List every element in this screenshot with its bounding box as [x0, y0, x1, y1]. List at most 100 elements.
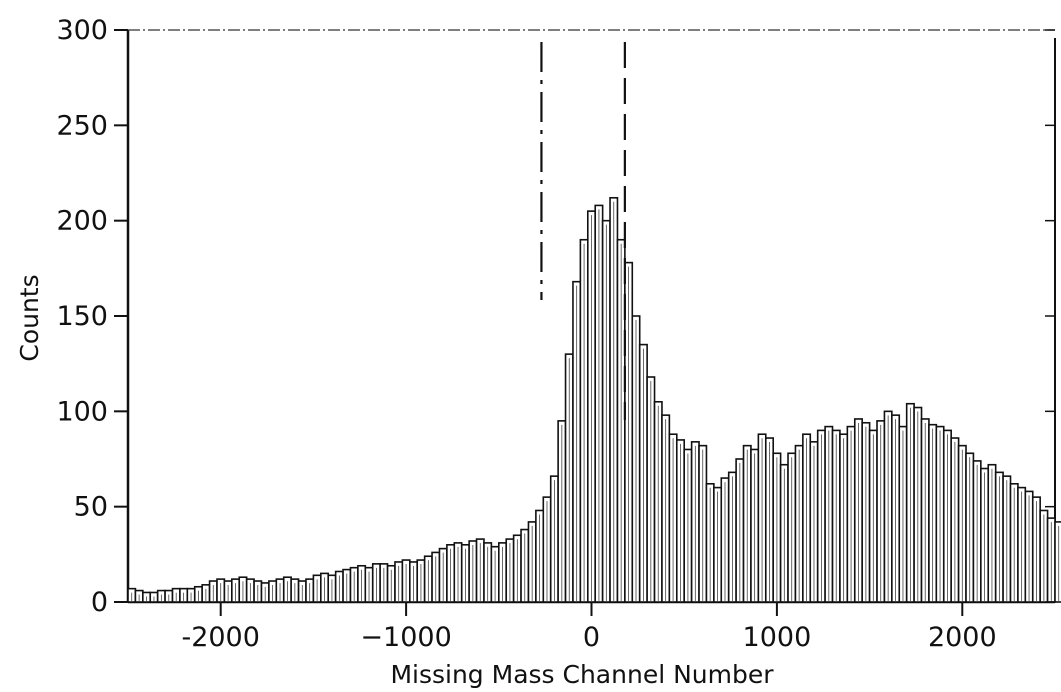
- histogram-bar: [394, 561, 404, 603]
- histogram-bar: [950, 437, 960, 603]
- x-axis-ticks: -2000 −1000 0 1000 2000: [181, 602, 997, 653]
- histogram-bar: [253, 580, 263, 603]
- histogram-bar: [913, 406, 923, 603]
- histogram-bar: [416, 559, 426, 603]
- histogram-bar: [661, 414, 671, 603]
- histogram-bar: [193, 585, 203, 603]
- histogram-bar: [757, 433, 767, 603]
- histogram-bar: [268, 580, 278, 603]
- histogram-bars: [127, 196, 1061, 603]
- histogram-bar: [201, 584, 211, 603]
- histogram-bar: [409, 561, 419, 603]
- histogram-bar: [572, 280, 582, 603]
- histogram-bar: [816, 429, 826, 603]
- histogram-bar: [638, 343, 648, 603]
- histogram-bar: [942, 429, 952, 603]
- x-tick-label: -2000: [181, 622, 259, 653]
- histogram-bar: [898, 425, 908, 603]
- histogram-bar: [616, 238, 626, 603]
- histogram-bar: [631, 315, 641, 603]
- histogram-bar: [705, 482, 715, 603]
- histogram-bar: [868, 429, 878, 603]
- histogram-bar: [290, 578, 300, 603]
- histogram-bar: [520, 528, 530, 603]
- histogram-bar: [312, 574, 322, 603]
- histogram-bar: [549, 475, 559, 603]
- histogram-bar: [238, 576, 248, 603]
- histogram-bar: [216, 578, 226, 603]
- histogram-bar: [802, 433, 812, 603]
- histogram-bar: [179, 587, 189, 603]
- histogram-bar: [1017, 486, 1027, 603]
- histogram-bar: [320, 572, 330, 603]
- x-tick-label: 0: [583, 622, 600, 653]
- histogram-bar: [713, 486, 723, 603]
- histogram-bar: [987, 463, 997, 603]
- histogram-bar: [401, 559, 411, 603]
- histogram-bar: [245, 578, 255, 603]
- y-axis-title: Counts: [15, 274, 44, 361]
- histogram-bar: [483, 542, 493, 603]
- histogram-bar: [994, 471, 1004, 603]
- x-tick-label: 1000: [743, 622, 812, 653]
- histogram-bar: [935, 425, 945, 603]
- histogram-bar: [357, 564, 367, 603]
- histogram-bar: [423, 555, 433, 603]
- y-tick-label: 50: [74, 492, 108, 523]
- histogram-bar: [156, 589, 166, 603]
- histogram-bar: [275, 578, 285, 603]
- histogram-bar: [594, 204, 604, 603]
- y-tick-label: 100: [56, 396, 108, 427]
- histogram-bar: [601, 219, 611, 603]
- histogram-bar: [557, 420, 567, 603]
- histogram-bar: [653, 400, 663, 603]
- histogram-bar: [772, 452, 782, 603]
- histogram-bar: [787, 452, 797, 603]
- histogram-bar: [690, 441, 700, 603]
- histogram-bar: [490, 545, 500, 603]
- histogram-bar: [542, 496, 552, 603]
- y-tick-label: 150: [56, 301, 108, 332]
- histogram-bar: [327, 574, 337, 603]
- x-tick-label: 2000: [928, 622, 997, 653]
- histogram-bar: [535, 509, 545, 603]
- histogram-bar: [512, 534, 522, 603]
- histogram-bar: [675, 439, 686, 603]
- histogram-bar: [431, 551, 441, 603]
- histogram-bar: [972, 460, 982, 603]
- histogram-bar: [683, 448, 693, 603]
- histogram-bar: [475, 538, 485, 603]
- histogram-bar: [497, 542, 508, 603]
- histogram-bar: [668, 433, 678, 603]
- histogram-bar: [586, 210, 597, 603]
- histogram-bar: [609, 196, 619, 603]
- histogram-bar: [624, 261, 634, 603]
- histogram-bar: [468, 540, 478, 603]
- y-tick-label: 200: [56, 206, 108, 237]
- bar-outline: [1054, 521, 1061, 603]
- histogram-bar: [379, 563, 389, 603]
- histogram-bar: [364, 566, 374, 603]
- y-tick-label: 300: [56, 15, 108, 46]
- histogram-bar: [1039, 509, 1049, 603]
- cut-lines: [540, 42, 626, 420]
- histogram-bar: [1054, 521, 1061, 603]
- histogram-bar: [839, 433, 849, 603]
- histogram-bar: [334, 570, 344, 603]
- histogram-bar: [342, 568, 352, 603]
- histogram-bar: [764, 437, 775, 603]
- x-tick-label: −1000: [360, 622, 451, 653]
- histogram-bar: [876, 420, 886, 603]
- histogram-bar: [920, 418, 930, 603]
- histogram-bar: [980, 467, 990, 603]
- histogram-bar: [735, 458, 745, 603]
- histogram-bar: [305, 578, 315, 603]
- histogram-bar: [438, 547, 448, 603]
- histogram-bar: [579, 238, 589, 603]
- histogram-bar: [809, 441, 819, 603]
- histogram-bar: [127, 587, 137, 603]
- histogram-bar: [453, 542, 463, 603]
- histogram-bar: [750, 448, 760, 603]
- histogram-bar: [149, 591, 159, 603]
